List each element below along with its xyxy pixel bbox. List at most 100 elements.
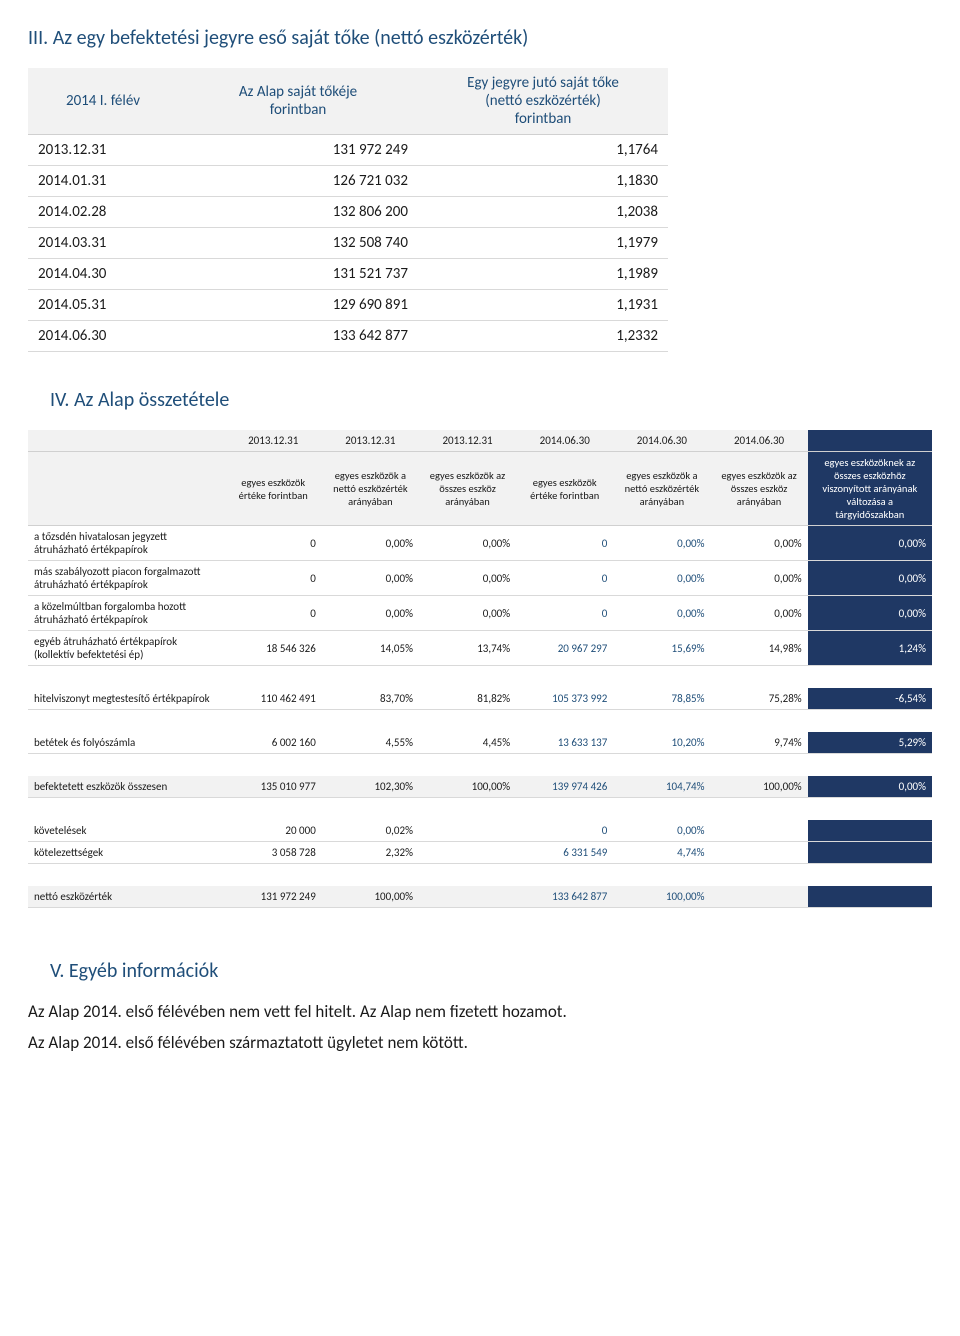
- t2-cell: 2,32%: [322, 842, 419, 864]
- t1-head-col0: 2014 I. félév: [28, 68, 178, 135]
- t2-cell: 0,00%: [613, 561, 710, 596]
- t2-row-label: egyéb átruházható értékpapírok (kollektí…: [28, 631, 225, 666]
- t2-cell: 0,00%: [419, 561, 516, 596]
- t2-cell: 0,00%: [419, 596, 516, 631]
- t2-col-head: egyes eszközök értéke forintban: [225, 452, 322, 526]
- t2-row-label: kötelezettségek: [28, 842, 225, 864]
- t1-capital: 132 806 200: [178, 197, 418, 228]
- t2-cell: 139 974 426: [516, 776, 613, 798]
- t2-cell: 13 633 137: [516, 732, 613, 754]
- t2-cell: 110 462 491: [225, 688, 322, 710]
- t2-row-label: betétek és folyószámla: [28, 732, 225, 754]
- t1-capital: 129 690 891: [178, 290, 418, 321]
- t1-capital: 131 521 737: [178, 259, 418, 290]
- table-section-4: 2013.12.312013.12.312013.12.312014.06.30…: [28, 430, 932, 908]
- t2-cell: 0,00%: [710, 561, 807, 596]
- t2-cell: 0,00%: [808, 776, 932, 798]
- t1-date: 2014.06.30: [28, 321, 178, 352]
- t1-pershare: 1,2332: [418, 321, 668, 352]
- t1-pershare: 1,1830: [418, 166, 668, 197]
- t2-cell: 3 058 728: [225, 842, 322, 864]
- t2-cell: 0,00%: [808, 526, 932, 561]
- t1-capital: 126 721 032: [178, 166, 418, 197]
- t2-cell: 14,98%: [710, 631, 807, 666]
- t1-date: 2013.12.31: [28, 135, 178, 166]
- t2-cell: 0,00%: [808, 596, 932, 631]
- t2-empty-head2: [28, 452, 225, 526]
- t2-row-label: más szabályozott piacon forgalmazott átr…: [28, 561, 225, 596]
- t2-col-head: egyes eszközöknek az összes eszközhöz vi…: [808, 452, 932, 526]
- t2-cell: 9,74%: [710, 732, 807, 754]
- t2-row-label: befektetett eszközök összesen: [28, 776, 225, 798]
- t2-date-head: 2014.06.30: [613, 430, 710, 452]
- t2-cell: 0,00%: [419, 526, 516, 561]
- t2-cell: 10,20%: [613, 732, 710, 754]
- t2-cell: [419, 842, 516, 864]
- t2-cell: 0,00%: [613, 820, 710, 842]
- t2-cell: 0,00%: [808, 561, 932, 596]
- t2-cell: 0,02%: [322, 820, 419, 842]
- t2-date-head: [808, 430, 932, 452]
- t2-cell: 105 373 992: [516, 688, 613, 710]
- section-5-para-1: Az Alap 2014. első félévében nem vett fe…: [28, 1001, 932, 1022]
- t2-row-label: a tőzsdén hivatalosan jegyzett átruházha…: [28, 526, 225, 561]
- t2-cell: 100,00%: [419, 776, 516, 798]
- t2-cell: [808, 820, 932, 842]
- t2-cell: [808, 842, 932, 864]
- t2-cell: 135 010 977: [225, 776, 322, 798]
- section-5-para-2: Az Alap 2014. első félévében származtato…: [28, 1032, 932, 1053]
- t2-cell: 0,00%: [613, 526, 710, 561]
- t2-cell: [808, 886, 932, 908]
- t1-pershare: 1,1931: [418, 290, 668, 321]
- t2-cell: 20 000: [225, 820, 322, 842]
- t2-cell: 0,00%: [322, 596, 419, 631]
- t2-cell: 14,05%: [322, 631, 419, 666]
- t2-cell: 0: [225, 526, 322, 561]
- t2-cell: 0: [225, 561, 322, 596]
- t2-cell: 104,74%: [613, 776, 710, 798]
- t1-date: 2014.03.31: [28, 228, 178, 259]
- t2-cell: 4,55%: [322, 732, 419, 754]
- t2-col-head: egyes eszközök az összes eszköz arányába…: [710, 452, 807, 526]
- t2-cell: 5,29%: [808, 732, 932, 754]
- t1-pershare: 1,1764: [418, 135, 668, 166]
- t2-cell: 100,00%: [613, 886, 710, 908]
- t2-cell: 20 967 297: [516, 631, 613, 666]
- t2-cell: 0,00%: [710, 526, 807, 561]
- t2-date-head: 2013.12.31: [322, 430, 419, 452]
- t2-row-label: követelések: [28, 820, 225, 842]
- t2-col-head: egyes eszközök az összes eszköz arányába…: [419, 452, 516, 526]
- t2-cell: 6 002 160: [225, 732, 322, 754]
- t1-capital: 131 972 249: [178, 135, 418, 166]
- t2-cell: 0: [225, 596, 322, 631]
- t2-cell: 1,24%: [808, 631, 932, 666]
- t2-cell: 131 972 249: [225, 886, 322, 908]
- t1-capital: 132 508 740: [178, 228, 418, 259]
- t2-cell: 0,00%: [322, 561, 419, 596]
- t2-date-head: 2014.06.30: [516, 430, 613, 452]
- t2-cell: [419, 886, 516, 908]
- t2-cell: 100,00%: [710, 776, 807, 798]
- t2-cell: 0,00%: [613, 596, 710, 631]
- t2-cell: [710, 842, 807, 864]
- t2-cell: 133 642 877: [516, 886, 613, 908]
- t2-cell: 4,74%: [613, 842, 710, 864]
- t1-pershare: 1,1979: [418, 228, 668, 259]
- t2-cell: 13,74%: [419, 631, 516, 666]
- t2-cell: 0,00%: [710, 596, 807, 631]
- section-3-title: III. Az egy befektetési jegyre eső saját…: [28, 26, 932, 50]
- section-5-title: V. Egyéb információk: [50, 959, 932, 983]
- t2-cell: 102,30%: [322, 776, 419, 798]
- t2-cell: 18 546 326: [225, 631, 322, 666]
- t2-date-head: 2013.12.31: [225, 430, 322, 452]
- t2-cell: 83,70%: [322, 688, 419, 710]
- t2-cell: 15,69%: [613, 631, 710, 666]
- t2-cell: 81,82%: [419, 688, 516, 710]
- t2-cell: 0: [516, 596, 613, 631]
- t2-cell: 0: [516, 526, 613, 561]
- t1-capital: 133 642 877: [178, 321, 418, 352]
- t2-cell: 75,28%: [710, 688, 807, 710]
- section-4-title: IV. Az Alap összetétele: [50, 388, 932, 412]
- t2-cell: [710, 886, 807, 908]
- t2-cell: 6 331 549: [516, 842, 613, 864]
